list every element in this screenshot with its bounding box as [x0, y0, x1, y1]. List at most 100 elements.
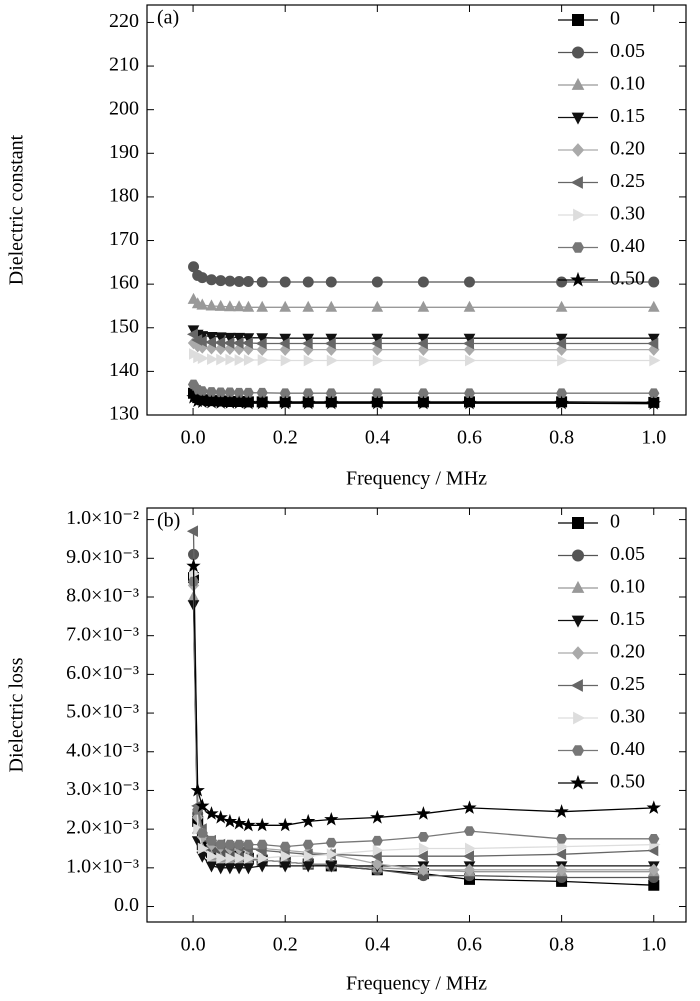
legend-label: 0.15 — [610, 105, 645, 127]
x-tick-label: 0.8 — [549, 427, 574, 449]
data-point — [417, 388, 429, 398]
data-point — [216, 353, 228, 366]
data-point — [279, 276, 291, 288]
data-point — [195, 798, 210, 813]
data-point — [371, 300, 384, 312]
data-point — [371, 388, 383, 398]
data-point — [648, 863, 660, 877]
series-line — [192, 554, 654, 879]
data-point — [302, 839, 314, 850]
data-point — [462, 850, 474, 863]
data-point — [256, 276, 268, 288]
data-point — [186, 328, 198, 341]
legend-label: 0.05 — [610, 40, 645, 62]
data-point — [462, 800, 477, 814]
data-point — [190, 782, 205, 797]
data-point — [204, 806, 219, 820]
data-point — [301, 337, 313, 350]
x-axis-label: Frequency / MHz — [346, 468, 487, 490]
data-point — [648, 388, 660, 398]
data-point — [555, 300, 568, 312]
data-point — [214, 299, 227, 311]
data-point — [224, 863, 236, 875]
legend-label: 0.05 — [610, 543, 645, 565]
data-point — [372, 844, 384, 857]
data-point — [649, 354, 661, 367]
data-point — [300, 813, 316, 828]
y-tick-label: 210 — [109, 54, 139, 76]
data-point — [647, 300, 660, 312]
plot-frame — [146, 4, 687, 416]
legend-marker — [570, 679, 583, 692]
y-tick-label: 190 — [109, 141, 139, 163]
data-point — [197, 842, 209, 855]
legend-marker — [571, 646, 585, 660]
data-point — [224, 387, 236, 398]
legend-label: 0.10 — [610, 73, 645, 95]
legend-label: 0.25 — [610, 673, 645, 695]
data-point — [463, 863, 476, 877]
data-point — [463, 388, 476, 398]
x-tick-label: 0.0 — [181, 934, 206, 956]
legend-marker — [571, 615, 585, 628]
data-point — [278, 337, 290, 350]
legend-marker — [570, 176, 583, 189]
data-point — [196, 386, 208, 396]
data-point — [325, 276, 337, 288]
data-point — [302, 861, 315, 873]
legend-label: 0.50 — [610, 268, 645, 290]
data-point — [234, 354, 246, 366]
legend-marker — [570, 774, 586, 790]
data-point — [280, 850, 292, 863]
legend-label: 0.25 — [610, 170, 645, 192]
data-point — [215, 839, 227, 850]
y-tick-label: 9.0×10⁻³ — [66, 546, 139, 568]
data-point — [372, 354, 384, 367]
legend-marker — [571, 745, 585, 756]
legend-label: 0.20 — [610, 641, 645, 663]
data-point — [205, 387, 218, 397]
data-point — [370, 395, 385, 410]
data-point — [256, 861, 269, 873]
data-point — [224, 839, 236, 850]
y-tick-label: 7.0×10⁻³ — [66, 623, 139, 645]
data-point — [233, 839, 245, 850]
data-point — [213, 809, 228, 824]
data-point — [278, 817, 293, 832]
data-point — [324, 395, 339, 410]
data-point — [242, 387, 254, 398]
data-point — [242, 863, 255, 875]
data-point — [463, 276, 475, 288]
data-point — [303, 850, 315, 863]
data-point — [417, 832, 429, 842]
data-point — [231, 815, 247, 830]
data-point — [278, 395, 293, 410]
legend-label: 0.15 — [610, 608, 645, 630]
data-point — [417, 300, 430, 312]
data-point — [648, 276, 660, 288]
data-point — [231, 395, 247, 409]
data-point — [646, 800, 661, 814]
data-point — [279, 388, 291, 398]
x-tick-label: 0.6 — [457, 427, 482, 449]
data-point — [241, 395, 256, 410]
data-point — [416, 395, 431, 410]
data-point — [556, 834, 568, 844]
data-point — [255, 395, 270, 410]
data-point — [325, 837, 337, 848]
y-tick-label: 3.0×10⁻³ — [66, 778, 139, 800]
legend-marker — [571, 112, 585, 125]
data-point — [371, 857, 383, 871]
legend-label: 0.40 — [610, 738, 645, 760]
x-tick-label: 0.2 — [273, 934, 298, 956]
y-tick-label: 170 — [109, 228, 139, 250]
data-point — [242, 300, 255, 312]
legend-label: 0 — [610, 511, 620, 533]
legend-marker — [571, 549, 585, 562]
y-tick-label: 1.0×10⁻² — [66, 507, 139, 529]
legend-marker — [571, 580, 585, 593]
data-point — [241, 817, 256, 832]
x-axis-label: Frequency / MHz — [346, 973, 487, 995]
legend-marker — [570, 271, 586, 287]
x-tick-label: 0.6 — [457, 934, 482, 956]
